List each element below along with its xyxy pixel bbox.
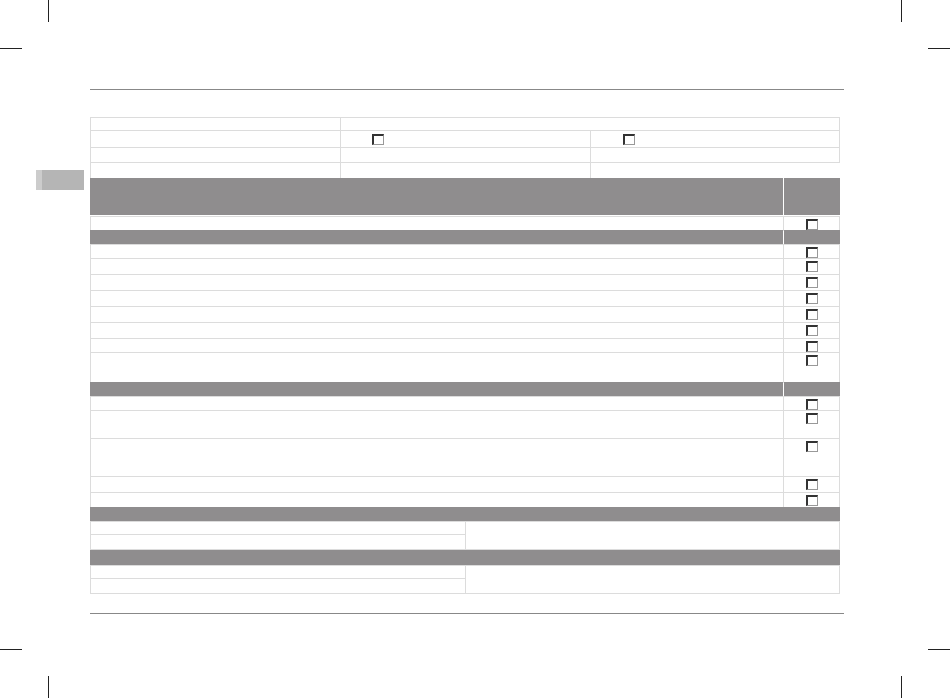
section-header-check [784,382,840,396]
form-row[interactable] [90,438,784,477]
crop-mark [0,48,22,49]
form-row[interactable] [90,476,784,493]
form-cell[interactable] [90,162,341,179]
form-cell[interactable] [590,147,840,163]
checkbox[interactable] [806,479,818,490]
form-row[interactable] [90,290,784,307]
checkbox[interactable] [806,441,818,452]
section-header [90,382,783,396]
checkbox[interactable] [806,309,818,320]
checkbox[interactable] [806,413,818,424]
crop-mark [901,0,902,22]
form-row[interactable] [90,216,784,231]
side-tab [36,170,84,190]
form-row[interactable] [90,244,784,259]
form-cell[interactable] [340,147,591,163]
form-cell[interactable] [90,117,341,131]
form-row[interactable] [90,274,784,291]
section-header-check [784,178,840,215]
form-cell[interactable] [90,130,341,148]
form-cell[interactable] [340,162,591,179]
form-row[interactable] [90,322,784,339]
checkbox[interactable] [806,325,818,336]
checkbox[interactable] [806,261,818,272]
crop-mark [48,0,49,22]
form-cell[interactable] [90,565,466,579]
crop-mark [901,676,902,698]
top-rule [90,89,844,90]
form-row[interactable] [90,258,784,275]
bottom-rule [90,613,844,614]
checkbox[interactable] [372,134,384,145]
crop-mark [928,649,950,650]
form-row[interactable] [90,306,784,323]
form-row[interactable] [90,396,784,411]
section-header-check [784,230,840,244]
form-cell[interactable] [90,578,466,594]
crop-mark [928,48,950,49]
form-cell[interactable] [465,565,840,594]
section-header [90,507,840,521]
form-row[interactable] [90,492,784,508]
form-cell[interactable] [90,521,466,535]
checkbox[interactable] [806,341,818,352]
checkbox[interactable] [806,247,818,258]
checkbox[interactable] [806,355,818,366]
form-cell[interactable] [340,117,840,131]
checkbox[interactable] [623,134,635,145]
form-cell[interactable] [90,147,341,163]
checkbox[interactable] [806,277,818,288]
form-row[interactable] [90,352,784,383]
crop-mark [0,649,22,650]
checkbox[interactable] [806,219,818,230]
checkbox[interactable] [806,399,818,410]
section-header [90,230,783,244]
section-header [90,178,783,215]
checkbox[interactable] [806,495,818,506]
form-row[interactable] [90,338,784,353]
form-row[interactable] [90,410,784,439]
form-cell[interactable] [465,521,840,550]
checkbox[interactable] [806,293,818,304]
section-header [90,550,840,565]
form-cell[interactable] [90,534,466,550]
crop-mark [48,676,49,698]
